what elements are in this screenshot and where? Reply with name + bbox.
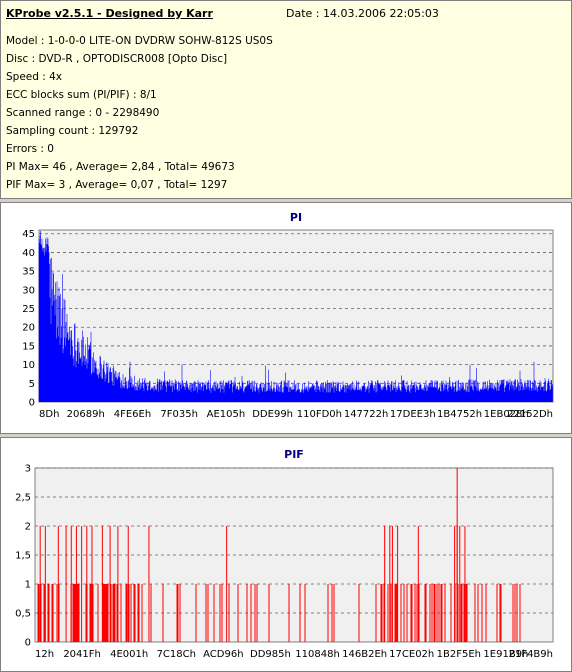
pif-stats-line: PIF Max= 3 , Average= 0,07 , Total= 1297 (6, 179, 228, 191)
x-tick-label: 1E91B9h (483, 649, 528, 660)
y-tick-label: 0 (29, 398, 35, 409)
x-tick-label: 4FE6Eh (114, 409, 151, 420)
pi-series (38, 230, 553, 402)
model-line: Model : 1-0-0-0 LITE-ON DVDRW SOHW-812S … (6, 35, 273, 47)
pif-series-2 (39, 526, 466, 642)
y-tick-label: 30 (22, 285, 35, 296)
pif-chart-panel: PIF 0 0,5 1 1,5 2 2,5 3 12h 2041Fh 4E001h 7C18Ch ACD… (0, 437, 572, 672)
y-tick-label: 2,5 (15, 493, 31, 504)
chart-title: PIF (284, 448, 304, 461)
y-tick-label: 20 (22, 323, 35, 334)
x-tick-label: 147722h (344, 409, 389, 420)
pi-chart: PI 0 5 10 15 20 25 30 35 40 45 8Dh 20689h 4FE6Eh 7F035… (22, 211, 554, 420)
pi-stats-line: PI Max= 46 , Average= 2,84 , Total= 4967… (6, 161, 235, 173)
x-tick-label: 7C18Ch (157, 649, 196, 660)
x-tick-label: 8Dh (39, 409, 59, 420)
errors-line: Errors : 0 (6, 143, 54, 155)
speed-line: Speed : 4x (6, 71, 63, 83)
y-tick-label: 0,5 (15, 609, 31, 620)
y-tick-label: 25 (22, 304, 35, 315)
ecc-line: ECC blocks sum (PI/PIF) : 8/1 (6, 89, 157, 101)
y-tick-label: 2 (25, 522, 31, 533)
disc-line: Disc : DVD-R , OPTODISCR008 [Opto Disc] (6, 53, 228, 65)
x-tick-label: 110848h (295, 649, 340, 660)
y-tick-label: 10 (22, 360, 35, 371)
x-tick-label: ACD96h (203, 649, 243, 660)
y-tick-label: 5 (29, 379, 35, 390)
y-tick-label: 35 (22, 267, 35, 278)
x-tick-label: 7F035h (160, 409, 198, 420)
x-tick-label: DD985h (250, 649, 291, 660)
x-tick-label: 20689h (67, 409, 105, 420)
pif-series-1 (37, 584, 521, 642)
sampling-count-line: Sampling count : 129792 (6, 125, 139, 137)
x-tick-label: 1B4752h (437, 409, 482, 420)
y-tick-label: 1,5 (15, 551, 31, 562)
x-tick-label: 21F4B9h (509, 649, 553, 660)
app-title: KProbe v2.5.1 - Designed by Karr (6, 7, 213, 20)
y-tick-label: 1 (25, 580, 31, 591)
plot-area (38, 229, 554, 403)
x-tick-label: 2041Fh (63, 649, 101, 660)
info-panel: KProbe v2.5.1 - Designed by Karr Date : … (0, 0, 572, 199)
y-tick-label: 0 (25, 638, 31, 649)
x-tick-label: 17CE02h (389, 649, 434, 660)
scanned-range-line: Scanned range : 0 - 2298490 (6, 107, 160, 119)
x-tick-label: 4E001h (110, 649, 148, 660)
x-tick-label: 146B2Eh (342, 649, 387, 660)
y-tick-label: 45 (22, 229, 35, 240)
x-tick-label: DDE99h (252, 409, 293, 420)
x-tick-label: 1B2F5Eh (437, 649, 481, 660)
y-tick-label: 40 (22, 248, 35, 259)
x-tick-label: 1EB028h (484, 409, 529, 420)
y-tick-label: 15 (22, 341, 35, 352)
x-tick-label: 12h (35, 649, 54, 660)
x-tick-label: AE105h (207, 409, 246, 420)
pif-chart: PIF 0 0,5 1 1,5 2 2,5 3 12h 2041Fh 4E001h 7C18Ch ACD… (15, 448, 554, 660)
scan-date: Date : 14.03.2006 22:05:03 (286, 7, 439, 20)
x-tick-label: 110FD0h (297, 409, 342, 420)
x-tick-label: 22152Dh (507, 409, 553, 420)
pi-chart-panel: PI 0 5 10 15 20 25 30 35 40 45 8Dh 20689h 4FE6Eh 7F035… (0, 202, 572, 434)
chart-title: PI (290, 211, 302, 224)
x-tick-label: 17DEE3h (390, 409, 436, 420)
y-tick-label: 3 (25, 464, 31, 475)
